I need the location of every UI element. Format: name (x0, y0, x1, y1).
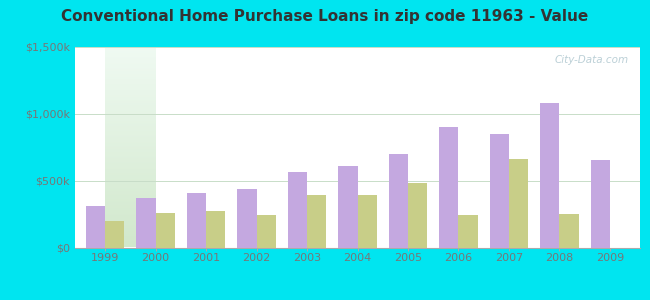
Bar (591, 160, 610, 247)
Bar (540, 103, 560, 247)
Bar (257, 215, 276, 247)
Bar (338, 166, 358, 247)
Bar (560, 214, 578, 247)
Bar (86, 206, 105, 248)
Text: City-Data.com: City-Data.com (555, 55, 629, 64)
Bar (458, 215, 478, 247)
Bar (105, 221, 124, 247)
Bar (155, 213, 175, 247)
Text: Conventional Home Purchase Loans in zip code 11963 - Value: Conventional Home Purchase Loans in zip … (61, 9, 589, 24)
Bar (307, 195, 326, 248)
Bar (408, 183, 427, 247)
Bar (288, 172, 307, 248)
Bar (389, 154, 408, 247)
Bar (206, 211, 225, 248)
Bar (358, 195, 377, 248)
Bar (136, 198, 155, 247)
Bar (439, 127, 458, 248)
Bar (490, 134, 509, 248)
Bar (187, 193, 206, 247)
Bar (509, 159, 528, 247)
Bar (237, 188, 257, 248)
